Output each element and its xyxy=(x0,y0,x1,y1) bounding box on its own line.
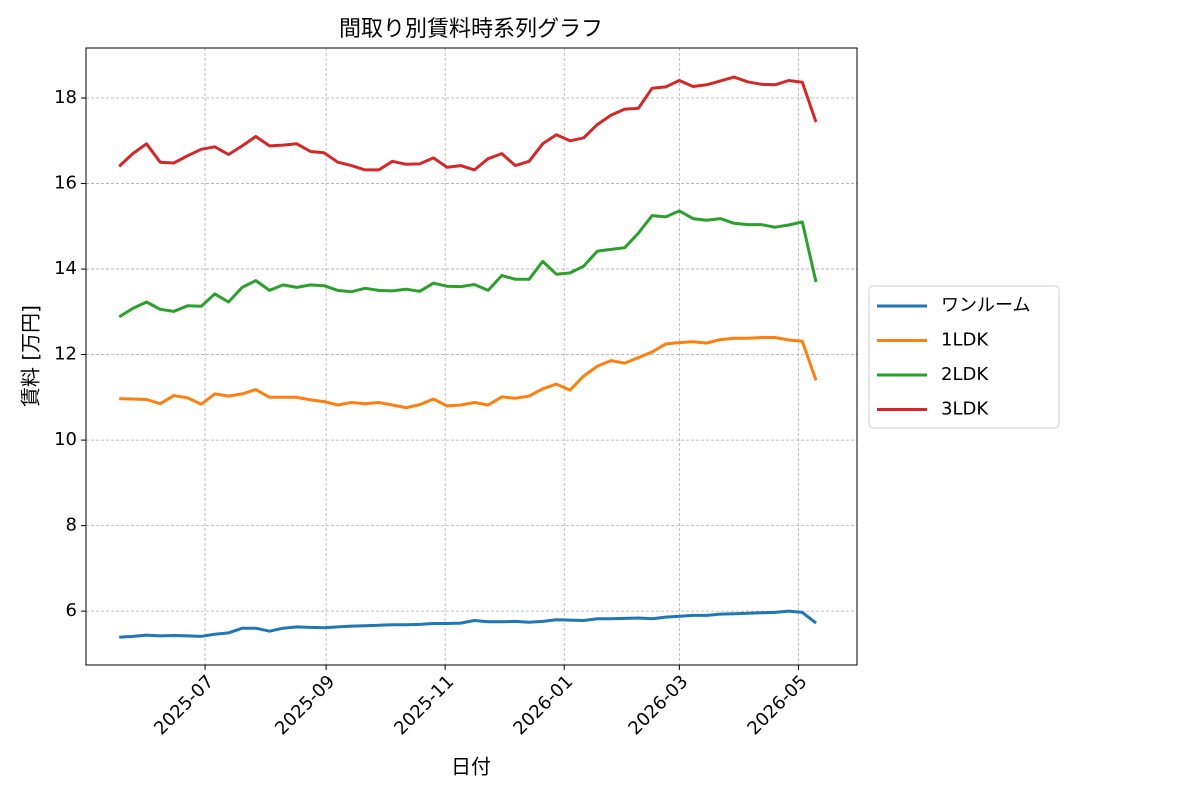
legend-label: 1LDK xyxy=(941,330,989,351)
x-tick-label: 2026-05 xyxy=(743,671,811,739)
y-tick-label: 14 xyxy=(54,258,77,279)
series-line xyxy=(119,336,818,410)
y-tick-label: 18 xyxy=(54,87,77,108)
y-axis-label: 賃料 [万円] xyxy=(19,305,43,407)
y-tick-label: 12 xyxy=(54,344,77,365)
y-tick-label: 8 xyxy=(66,515,77,536)
x-tick-label: 2025-07 xyxy=(150,671,218,739)
legend-label: ワンルーム xyxy=(941,295,1030,316)
x-tick-label: 2026-03 xyxy=(624,671,692,739)
plot-frame xyxy=(85,47,858,666)
series-line xyxy=(118,209,818,319)
x-tick-label: 2025-09 xyxy=(271,671,339,739)
x-axis-label: 日付 xyxy=(451,755,491,779)
legend-label: 2LDK xyxy=(941,364,989,385)
y-tick-label: 16 xyxy=(54,173,77,194)
y-tick-label: 6 xyxy=(66,600,77,621)
y-tick-label: 10 xyxy=(54,429,77,450)
series-line xyxy=(119,609,817,639)
x-tick-label: 2025-11 xyxy=(390,671,458,739)
chart-title: 間取り別賃料時系列グラフ xyxy=(339,17,603,42)
x-tick-label: 2026-01 xyxy=(509,671,577,739)
legend-label: 3LDK xyxy=(941,399,989,420)
legend-box xyxy=(868,285,1060,429)
series-line xyxy=(118,75,818,172)
